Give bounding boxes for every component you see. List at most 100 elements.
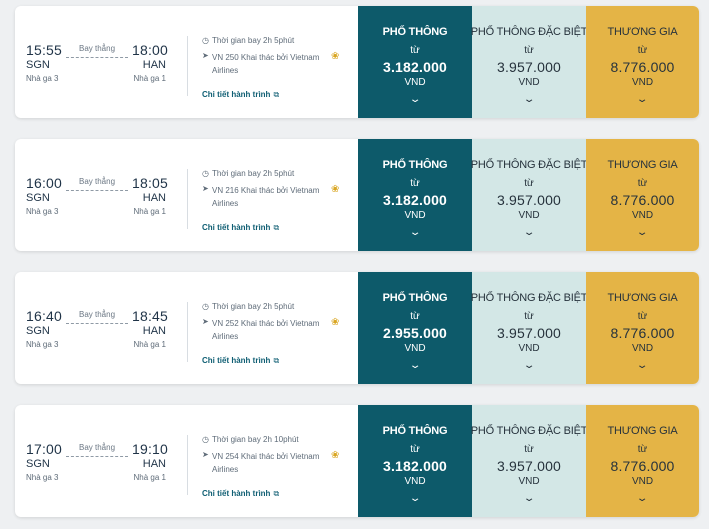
departure: 17:00 SGN Nhà ga 3	[26, 441, 62, 482]
fare-from-label: từ	[410, 444, 420, 455]
fare-from-label: từ	[637, 178, 648, 189]
fare-currency: VND	[631, 343, 654, 354]
fare-class-name: THƯƠNG GIA	[607, 159, 678, 171]
fare-price: 8.776.000	[610, 325, 675, 341]
itinerary-link-label: Chi tiết hành trình	[202, 489, 271, 498]
fare-from-label: từ	[410, 311, 420, 322]
lotus-logo-icon: ❀	[331, 51, 340, 62]
fare-premium-economy[interactable]: PHỔ THÔNG ĐẶC BIỆT từ 3.957.000 VND ⌄	[470, 272, 588, 384]
clock-icon: ◷	[202, 435, 209, 444]
itinerary-link-label: Chi tiết hành trình	[202, 356, 271, 365]
departure-airport: SGN	[26, 325, 50, 337]
route-line	[66, 190, 128, 191]
fare-business[interactable]: THƯƠNG GIA từ 8.776.000 VND ⌄	[586, 6, 699, 118]
fare-price: 3.957.000	[496, 192, 562, 208]
flight-duration: Thời gian bay 2h 5phút	[212, 36, 295, 45]
fare-from-label: từ	[524, 311, 534, 322]
fare-class-name: PHỔ THÔNG ĐẶC BIỆT	[470, 425, 588, 437]
route-line	[66, 323, 128, 324]
fare-from-label: từ	[637, 444, 648, 455]
departure: 15:55 SGN Nhà ga 3	[26, 42, 62, 83]
arrival-airport: HAN	[142, 325, 166, 337]
lotus-logo-icon: ❀	[331, 317, 340, 328]
fare-price: 8.776.000	[610, 59, 675, 75]
external-link-icon: ⧉	[273, 356, 280, 365]
fare-class-name: PHỔ THÔNG ĐẶC BIỆT	[470, 26, 588, 38]
external-link-icon: ⧉	[273, 223, 280, 232]
flight-number-operator: VN 252 Khai thác bởi Vietnam Airlines	[212, 319, 320, 341]
departure-airport: SGN	[26, 59, 50, 71]
fare-class-name: THƯƠNG GIA	[607, 292, 678, 304]
fare-price: 2.955.000	[382, 325, 448, 341]
fare-premium-economy[interactable]: PHỔ THÔNG ĐẶC BIỆT từ 3.957.000 VND ⌄	[470, 405, 588, 517]
plane-icon: ➤	[202, 51, 209, 60]
fare-class-name: PHỔ THÔNG	[382, 292, 448, 304]
fare-class-name: PHỔ THÔNG	[382, 425, 448, 437]
fare-economy[interactable]: PHỔ THÔNG từ 3.182.000 VND ⌄	[358, 405, 472, 517]
arrival: 18:45 HAN Nhà ga 1	[132, 308, 169, 349]
flight-details: ◷ Thời gian bay 2h 5phút ➤ VN 250 Khai t…	[202, 36, 352, 100]
itinerary-details-link[interactable]: Chi tiết hành trình ⧉	[202, 223, 352, 233]
fare-from-label: từ	[410, 178, 420, 189]
chevron-down-icon: ⌄	[408, 493, 422, 504]
fare-price: 3.182.000	[382, 458, 448, 474]
chevron-down-icon: ⌄	[522, 493, 536, 504]
fare-currency: VND	[631, 476, 654, 487]
fare-class-name: THƯƠNG GIA	[607, 425, 678, 437]
arrival-time: 18:05	[132, 175, 169, 191]
fare-class-name: PHỔ THÔNG ĐẶC BIỆT	[470, 292, 588, 304]
departure: 16:40 SGN Nhà ga 3	[26, 308, 62, 349]
chevron-down-icon: ⌄	[636, 360, 649, 371]
fare-premium-economy[interactable]: PHỔ THÔNG ĐẶC BIỆT từ 3.957.000 VND ⌄	[470, 6, 588, 118]
arrival-airport: HAN	[142, 458, 166, 470]
flight-type: Bay thẳng	[78, 177, 116, 186]
flight-number-operator: VN 250 Khai thác bởi Vietnam Airlines	[212, 53, 320, 75]
flight-card: 15:55 SGN Nhà ga 3 Bay thẳng 18:00 HAN N…	[15, 6, 699, 118]
itinerary-link-label: Chi tiết hành trình	[202, 223, 271, 232]
flight-card: 16:40 SGN Nhà ga 3 Bay thẳng 18:45 HAN N…	[15, 272, 699, 384]
plane-icon: ➤	[202, 184, 209, 193]
chevron-down-icon: ⌄	[636, 227, 649, 238]
fare-from-label: từ	[637, 311, 648, 322]
divider	[187, 169, 188, 229]
fare-currency: VND	[404, 476, 426, 487]
flight-details: ◷ Thời gian bay 2h 10phút ➤ VN 254 Khai …	[202, 435, 352, 499]
fare-class-name: PHỔ THÔNG	[382, 26, 448, 38]
departure-terminal: Nhà ga 3	[26, 340, 59, 349]
flight-card: 16:00 SGN Nhà ga 3 Bay thẳng 18:05 HAN N…	[15, 139, 699, 251]
divider	[187, 36, 188, 96]
arrival-time: 18:45	[132, 308, 169, 324]
fare-premium-economy[interactable]: PHỔ THÔNG ĐẶC BIỆT từ 3.957.000 VND ⌄	[471, 139, 588, 251]
fare-price: 8.776.000	[610, 192, 675, 208]
fare-business[interactable]: THƯƠNG GIA từ 8.776.000 VND ⌄	[586, 139, 699, 251]
divider	[187, 435, 188, 495]
departure-time: 15:55	[26, 42, 63, 58]
chevron-down-icon: ⌄	[522, 227, 536, 238]
fare-economy[interactable]: PHỔ THÔNG từ 2.955.000 VND ⌄	[358, 272, 472, 384]
fare-price: 3.957.000	[496, 325, 562, 341]
fare-currency: VND	[404, 77, 426, 88]
fare-price: 3.182.000	[382, 192, 448, 208]
fare-economy[interactable]: PHỔ THÔNG từ 3.182.000 VND ⌄	[358, 139, 472, 251]
itinerary-details-link[interactable]: Chi tiết hành trình ⧉	[202, 90, 352, 100]
fare-economy[interactable]: PHỔ THÔNG từ 3.182.000 VND ⌄	[358, 6, 472, 118]
fare-business[interactable]: THƯƠNG GIA từ 8.776.000 VND ⌄	[586, 272, 699, 384]
fare-currency: VND	[518, 210, 540, 221]
route-indicator: Bay thẳng	[65, 44, 129, 58]
fare-class-name: THƯƠNG GIA	[607, 26, 678, 38]
arrival: 18:05 HAN Nhà ga 1	[132, 175, 169, 216]
flight-info: 16:40 SGN Nhà ga 3 Bay thẳng 18:45 HAN N…	[15, 272, 358, 384]
arrival-airport: HAN	[142, 59, 166, 71]
flight-info: 15:55 SGN Nhà ga 3 Bay thẳng 18:00 HAN N…	[15, 6, 358, 118]
fare-business[interactable]: THƯƠNG GIA từ 8.776.000 VND ⌄	[586, 405, 699, 517]
flight-info: 16:00 SGN Nhà ga 3 Bay thẳng 18:05 HAN N…	[15, 139, 358, 251]
itinerary-details-link[interactable]: Chi tiết hành trình ⧉	[202, 489, 352, 499]
departure-terminal: Nhà ga 3	[26, 207, 59, 216]
arrival-terminal: Nhà ga 1	[133, 74, 166, 83]
flight-details: ◷ Thời gian bay 2h 5phút ➤ VN 252 Khai t…	[202, 302, 352, 366]
route-indicator: Bay thẳng	[65, 177, 129, 191]
route-line	[66, 57, 128, 58]
fare-from-label: từ	[524, 178, 534, 189]
fare-currency: VND	[518, 476, 540, 487]
itinerary-details-link[interactable]: Chi tiết hành trình ⧉	[202, 356, 352, 366]
